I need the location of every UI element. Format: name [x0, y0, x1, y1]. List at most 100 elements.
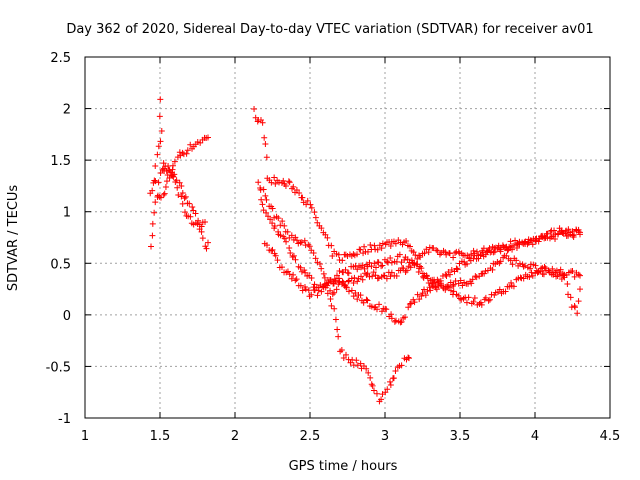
- data-point-bundle-c: [265, 213, 272, 220]
- data-point-dip: [335, 333, 342, 340]
- data-point-bundle-a: [361, 243, 368, 250]
- data-point-bundle-b: [331, 289, 338, 296]
- data-point-bundle-d: [274, 257, 281, 264]
- data-point-bundle-a: [575, 271, 582, 278]
- data-point-bundle-c: [263, 209, 270, 216]
- data-point-bundle-c: [527, 265, 534, 272]
- data-point-bundle-a: [364, 248, 371, 255]
- data-point-bundle-a: [379, 240, 386, 247]
- data-point-bundle-a: [471, 294, 478, 301]
- data-point-bundle-b: [407, 264, 414, 271]
- data-point-bundle-b: [546, 235, 553, 242]
- data-point-dip: [382, 389, 389, 396]
- data-point-bundle-c: [574, 310, 581, 317]
- plot-frame: [84, 56, 611, 419]
- data-point-bundle-d: [388, 315, 395, 322]
- data-point-bundle-d: [569, 228, 576, 235]
- data-point-bundle-a: [271, 174, 278, 181]
- data-point-bundle-c: [345, 270, 352, 277]
- data-point-bundle-d: [325, 277, 332, 284]
- data-point-early-lower: [178, 183, 185, 190]
- data-point-bundle-d: [297, 282, 304, 289]
- data-point-bundle-b: [468, 251, 475, 258]
- data-point-bundle-d: [451, 268, 458, 275]
- data-point-bundle-a: [478, 301, 485, 308]
- data-point-dip: [373, 390, 380, 397]
- data-point-bundle-a: [262, 140, 269, 147]
- x-tick-label: 3.5: [450, 429, 471, 444]
- data-point-bundle-a: [447, 287, 454, 294]
- data-point-bundle-b: [369, 273, 376, 280]
- data-point-early-mid: [198, 223, 205, 230]
- data-point-bundle-c: [297, 264, 304, 271]
- data-point-bundle-d: [565, 226, 572, 233]
- data-point-bundle-d: [552, 231, 559, 238]
- data-point-bundle-c: [364, 263, 371, 270]
- data-point-bundle-b: [490, 249, 497, 256]
- x-tick-label: 1.5: [150, 429, 171, 444]
- data-point-bundle-b: [359, 276, 366, 283]
- data-point-bundle-d: [350, 293, 357, 300]
- data-point-bundle-c: [301, 267, 308, 274]
- data-point-bundle-d: [421, 286, 428, 293]
- data-point-early-upper: [155, 143, 162, 150]
- data-point-early-upper: [152, 163, 159, 170]
- data-point-bundle-d: [454, 266, 461, 273]
- data-point-bundle-d: [318, 288, 325, 295]
- data-point-bundle-b: [425, 249, 432, 256]
- data-point-bundle-d: [464, 260, 471, 267]
- data-point-bundle-d: [268, 247, 275, 254]
- data-point-bundle-d: [447, 271, 454, 278]
- data-point-dip: [387, 378, 394, 385]
- data-point-bundle-d: [571, 231, 578, 238]
- data-point-bundle-d: [343, 284, 350, 291]
- data-point-bundle-d: [522, 238, 529, 245]
- data-point-bundle-b: [354, 278, 361, 285]
- data-point-bundle-b: [351, 274, 358, 281]
- x-tick-label: 4.5: [600, 429, 621, 444]
- data-point-bundle-d: [269, 246, 276, 253]
- data-point-bundle-c: [571, 304, 578, 311]
- data-point-bundle-c: [567, 294, 574, 301]
- data-point-early-lower: [181, 195, 188, 202]
- data-point-bundle-c: [302, 269, 309, 276]
- data-point-bundle-d: [383, 306, 390, 313]
- data-point-early-upper: [179, 149, 186, 156]
- data-point-bundle-b: [383, 275, 390, 282]
- data-point-bundle-b: [318, 265, 325, 272]
- data-point-dip: [405, 354, 412, 361]
- data-point-bundle-a: [465, 294, 472, 301]
- data-points: [147, 96, 583, 405]
- data-point-bundle-a: [378, 245, 385, 252]
- data-point-early-mid: [174, 184, 181, 191]
- data-point-bundle-c: [565, 291, 572, 298]
- data-point-early-upper: [154, 151, 161, 158]
- data-point-bundle-c: [311, 281, 318, 288]
- data-point-early-lower: [163, 178, 170, 185]
- data-point-early-upper: [171, 158, 178, 165]
- data-point-bundle-b: [293, 237, 300, 244]
- data-point-bundle-b: [393, 273, 400, 280]
- data-point-bundle-a: [517, 274, 524, 281]
- data-point-early-mid: [152, 178, 159, 185]
- data-point-bundle-c: [401, 256, 408, 263]
- data-point-bundle-c: [509, 261, 516, 268]
- data-point-bundle-a: [496, 286, 503, 293]
- data-point-bundle-a: [569, 267, 576, 274]
- data-point-bundle-c: [457, 277, 464, 284]
- data-point-bundle-d: [435, 281, 442, 288]
- data-point-bundle-d: [302, 286, 309, 293]
- data-point-bundle-a: [328, 242, 335, 249]
- data-point-bundle-d: [376, 301, 383, 308]
- data-point-bundle-c: [277, 232, 284, 239]
- y-axis-label: SDTVAR / TECUs: [6, 185, 21, 292]
- data-point-bundle-d: [364, 297, 371, 304]
- data-point-bundle-b: [279, 218, 286, 225]
- data-point-bundle-a: [322, 231, 329, 238]
- data-point-bundle-c: [292, 256, 299, 263]
- data-point-bundle-d: [293, 276, 300, 283]
- data-point-early-lower: [176, 179, 183, 186]
- data-point-bundle-d: [315, 287, 322, 294]
- data-point-bundle-c: [541, 263, 548, 270]
- data-point-bundle-d: [453, 265, 460, 272]
